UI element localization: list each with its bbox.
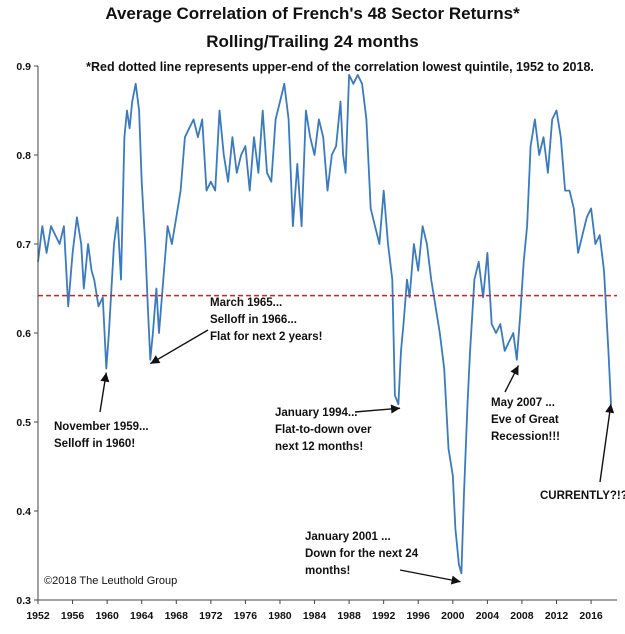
x-tick-label: 2004 (476, 610, 500, 622)
annotation-text: Flat for next 2 years! (210, 331, 322, 343)
x-tick-label: 1956 (61, 610, 85, 622)
x-tick-label: 2000 (441, 610, 465, 622)
annotation-arrow (599, 403, 612, 483)
x-tick-label: 1968 (165, 610, 189, 622)
x-tick-label: 1988 (337, 610, 361, 622)
copyright-text: ©2018 The Leuthold Group (44, 575, 177, 587)
annotation-text: months! (305, 565, 350, 577)
y-tick-label: 0.7 (16, 239, 31, 251)
annotation-text: next 12 months! (275, 441, 363, 453)
y-tick-label: 0.6 (16, 328, 31, 340)
x-tick-label: 1952 (26, 610, 50, 622)
annotation-arrow (149, 329, 209, 365)
annotation-text: Selloff in 1966... (210, 314, 297, 326)
annotation-text: Down for the next 24 (305, 548, 419, 560)
y-tick-label: 0.5 (16, 417, 31, 429)
annotation-arrowhead (450, 575, 461, 585)
annotation-text: November 1959... (54, 421, 149, 433)
annotation-text: May 2007 ... (491, 397, 555, 409)
annotation: March 1965... Selloff in 1966... Flat for … (149, 297, 322, 365)
annotation: May 2007 ... Eve of Great Recession!!! (491, 365, 560, 443)
annotation-text: January 1994... (275, 407, 357, 419)
x-tick-label: 1972 (199, 610, 223, 622)
annotation-arrowhead (390, 404, 401, 414)
annotation-arrow (399, 569, 461, 583)
y-tick-label: 0.8 (16, 150, 31, 162)
annotation-text: CURRENTLY?!?!? (540, 490, 625, 502)
annotation: CURRENTLY?!?!? (540, 403, 625, 502)
annotation-text: March 1965... (210, 297, 282, 309)
x-tick-label: 1996 (407, 610, 431, 622)
x-tick-label: 1984 (303, 610, 327, 622)
annotation-text: Eve of Great (491, 414, 559, 426)
annotation-arrowhead (605, 403, 615, 414)
x-tick-label: 2008 (510, 610, 534, 622)
y-tick-label: 0.4 (16, 506, 31, 518)
annotation-arrowhead (510, 365, 519, 376)
x-tick-label: 1964 (130, 610, 154, 622)
y-tick-label: 0.3 (16, 595, 31, 607)
annotation: January 2001 ... Down for the next 24 mont… (305, 531, 461, 585)
annotation-arrowhead (150, 355, 161, 364)
annotation: November 1959... Selloff in 1960! (54, 372, 149, 450)
annotation-text: Recession!!! (491, 431, 560, 443)
annotation-text: Flat-to-down over (275, 424, 372, 436)
correlation-series-line (37, 74, 612, 575)
x-tick-label: 1992 (372, 610, 396, 622)
annotation-text: Selloff in 1960! (54, 438, 135, 450)
y-tick-label: 0.9 (16, 61, 31, 73)
chart-subtitle: Rolling/Trailing 24 months (206, 32, 419, 51)
chart-title: Average Correlation of French's 48 Secto… (105, 4, 520, 23)
annotation-text: January 2001 ... (305, 531, 391, 543)
x-tick-label: 2016 (579, 610, 603, 622)
x-tick-label: 2012 (545, 610, 569, 622)
annotation: January 1994... Flat-to-down over next 12 … (275, 404, 401, 453)
x-tick-label: 1980 (268, 610, 292, 622)
x-tick-label: 1976 (234, 610, 258, 622)
chart-footnote: *Red dotted line represents upper-end of… (86, 60, 594, 74)
annotation-arrowhead (100, 372, 110, 383)
x-tick-label: 1960 (95, 610, 119, 622)
